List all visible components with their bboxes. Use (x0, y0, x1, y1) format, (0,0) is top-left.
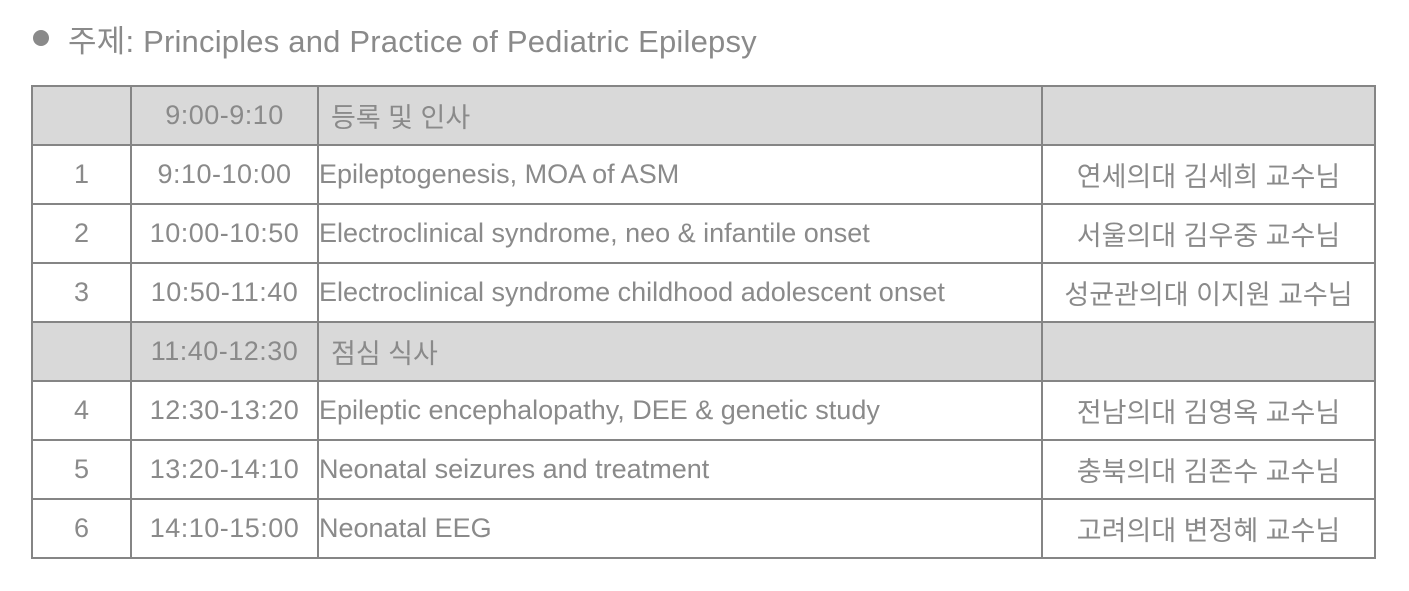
table-row-session-5: 5 13:20-14:10 Neonatal seizures and trea… (31, 439, 1376, 500)
speaker-cell: 충북의대 김존수 교수님 (1041, 439, 1376, 500)
time-cell: 10:00-10:50 (130, 203, 319, 264)
time-cell: 13:20-14:10 (130, 439, 319, 500)
topic-cell: Epileptic encephalopathy, DEE & genetic … (317, 380, 1043, 441)
table-row-registration: 9:00-9:10 등록 및 인사 (31, 85, 1376, 146)
speaker-cell: 서울의대 김우중 교수님 (1041, 203, 1376, 264)
speaker-cell: 성균관의대 이지원 교수님 (1041, 262, 1376, 323)
page-title-row: 주제: Principles and Practice of Pediatric… (33, 16, 757, 60)
time-cell: 10:50-11:40 (130, 262, 319, 323)
page-title: 주제: Principles and Practice of Pediatric… (68, 23, 757, 59)
time-cell: 9:00-9:10 (130, 85, 319, 146)
topic-cell: Neonatal EEG (317, 498, 1043, 559)
table-row-session-6: 6 14:10-15:00 Neonatal EEG 고려의대 변정혜 교수님 (31, 498, 1376, 559)
session-number-cell: 5 (31, 439, 132, 500)
schedule-table: 9:00-9:10 등록 및 인사 1 9:10-10:00 Epileptog… (31, 85, 1376, 559)
topic-cell: 등록 및 인사 (317, 85, 1043, 146)
time-cell: 9:10-10:00 (130, 144, 319, 205)
session-number-cell: 4 (31, 380, 132, 441)
table-row-session-2: 2 10:00-10:50 Electroclinical syndrome, … (31, 203, 1376, 264)
table-row-lunch: 11:40-12:30 점심 식사 (31, 321, 1376, 382)
session-number-cell (31, 321, 132, 382)
speaker-cell (1041, 321, 1376, 382)
topic-cell: Epileptogenesis, MOA of ASM (317, 144, 1043, 205)
session-number-cell: 6 (31, 498, 132, 559)
topic-cell: 점심 식사 (317, 321, 1043, 382)
bullet-icon (33, 30, 49, 46)
speaker-cell: 연세의대 김세희 교수님 (1041, 144, 1376, 205)
speaker-cell: 전남의대 김영옥 교수님 (1041, 380, 1376, 441)
topic-cell: Electroclinical syndrome childhood adole… (317, 262, 1043, 323)
table-row-session-3: 3 10:50-11:40 Electroclinical syndrome c… (31, 262, 1376, 323)
session-number-cell: 1 (31, 144, 132, 205)
table-row-session-4: 4 12:30-13:20 Epileptic encephalopathy, … (31, 380, 1376, 441)
topic-cell: Electroclinical syndrome, neo & infantil… (317, 203, 1043, 264)
session-number-cell: 3 (31, 262, 132, 323)
speaker-cell: 고려의대 변정혜 교수님 (1041, 498, 1376, 559)
speaker-cell (1041, 85, 1376, 146)
session-number-cell: 2 (31, 203, 132, 264)
topic-cell: Neonatal seizures and treatment (317, 439, 1043, 500)
schedule-table-container: 9:00-9:10 등록 및 인사 1 9:10-10:00 Epileptog… (31, 85, 1376, 559)
time-cell: 11:40-12:30 (130, 321, 319, 382)
time-cell: 14:10-15:00 (130, 498, 319, 559)
session-number-cell (31, 85, 132, 146)
table-row-session-1: 1 9:10-10:00 Epileptogenesis, MOA of ASM… (31, 144, 1376, 205)
time-cell: 12:30-13:20 (130, 380, 319, 441)
